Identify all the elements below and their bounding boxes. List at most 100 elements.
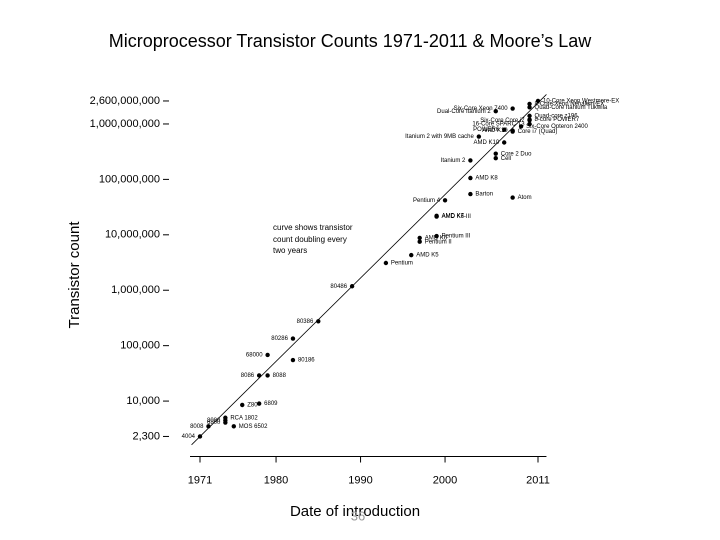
trend-line [191,94,547,446]
data-point [527,101,532,107]
page-number: 36 [351,508,365,523]
point-label: Dual-Core Itanium 2 [437,109,491,115]
point-label: 6809 [264,401,278,407]
point-label: 8086 [241,373,255,379]
data-point [290,357,296,363]
y-tick-label: 100,000,000 [99,173,160,185]
chart-title: Microprocessor Transistor Counts 1971-20… [109,31,593,51]
data-point [502,140,507,145]
data-point [223,420,228,425]
point-label: Quad-core z196 [535,113,579,119]
point-label: Core 2 Duo [501,151,532,157]
point-label: AMD K5 [416,253,439,259]
data-point [468,191,473,197]
point-label: AMD K7 [442,213,465,219]
data-point [197,434,203,439]
point-label: Pentium [391,261,413,267]
data-point [493,108,498,114]
point-label: 80486 [330,284,347,290]
point-label: AMD K6-III [442,214,472,220]
data-point [434,233,439,239]
x-tick-label: 1971 [188,474,212,486]
point-label: POWER6 [473,127,500,133]
y-tick-label: 2,300 [132,430,160,442]
point-label: 4004 [182,434,196,440]
point-label: Six-Core Xeon 7400 [454,106,509,112]
point-label: 80386 [297,319,314,325]
point-label: 6800 [207,420,221,426]
point-label: Barton [475,192,493,198]
data-point [510,129,515,134]
point-label: Six-Core Core i7 [480,118,525,124]
point-label: 8080 [207,418,221,424]
point-label: Pentium II [425,239,452,245]
point-label: AMD K10 [474,140,500,146]
x-axis-label: Date of introduction [290,503,420,520]
y-tick-label: 10,000 [126,395,160,407]
point-label: 8-Core Xeon Nehalem-EX [535,101,605,107]
data-point [468,175,473,181]
point-label: 68000 [246,353,263,359]
point-label: 80186 [298,358,315,364]
x-tick-label: 1980 [264,474,288,486]
point-label: 8-core POWER7 [535,117,580,123]
data-point [383,260,389,266]
point-label: Six-Core Opteron 2400 [526,124,588,130]
point-label: Pentium III [442,234,471,240]
data-point [493,151,498,156]
data-point [409,252,414,258]
point-label: AMD K10 [482,128,508,134]
data-point [231,424,236,429]
data-point [206,424,211,429]
point-label: 8088 [273,373,287,379]
data-point [223,415,228,420]
data-point [256,373,262,378]
y-tick-label: 10,000,000 [105,229,160,241]
point-label: 10-Core Xeon Westmere-EX [543,99,619,105]
point-label: 8008 [190,424,204,430]
data-point [535,98,541,104]
point-label: Atom [518,195,532,201]
data-point [316,319,321,324]
annotation: curve shows transistor [273,223,353,232]
point-label: RCA 1802 [230,415,258,421]
point-label: Cell [501,156,511,162]
point-label: MOS 6502 [239,424,268,430]
data-point [527,121,532,127]
data-point [502,127,507,132]
data-point [290,336,296,341]
data-point [265,373,270,378]
point-label: AMD K6 [425,235,448,241]
annotation: count doubling every [273,235,347,244]
x-tick-label: 2000 [433,474,457,486]
x-tick-label: 2011 [526,474,550,486]
y-tick-label: 2,600,000,000 [90,95,160,107]
data-point [510,195,515,200]
y-tick-label: 1,000,000 [111,284,160,296]
data-point [240,402,245,408]
x-tick-label: 1990 [348,474,372,486]
y-axis-label: Transistor count [66,221,83,329]
point-label: Quad-Core Itanium Tukwila [535,105,608,111]
data-point [468,158,473,163]
data-point [518,124,524,129]
data-point [349,284,355,289]
point-label: Z80 [247,403,258,409]
point-label: Itanium 2 with 9MB cache [405,134,474,140]
data-point [476,134,482,139]
data-point [527,117,532,122]
point-label: AMD K8 [475,176,498,182]
annotation: two years [273,246,307,255]
data-point [417,239,422,244]
data-point [434,213,439,219]
data-point [527,105,532,110]
data-point [510,106,515,111]
y-tick-label: 1,000,000,000 [90,118,160,130]
data-point [417,235,422,241]
point-label: 16-Core SPARC T3 [472,122,525,128]
data-point [527,113,532,119]
data-point [265,352,270,358]
data-point [442,198,448,203]
